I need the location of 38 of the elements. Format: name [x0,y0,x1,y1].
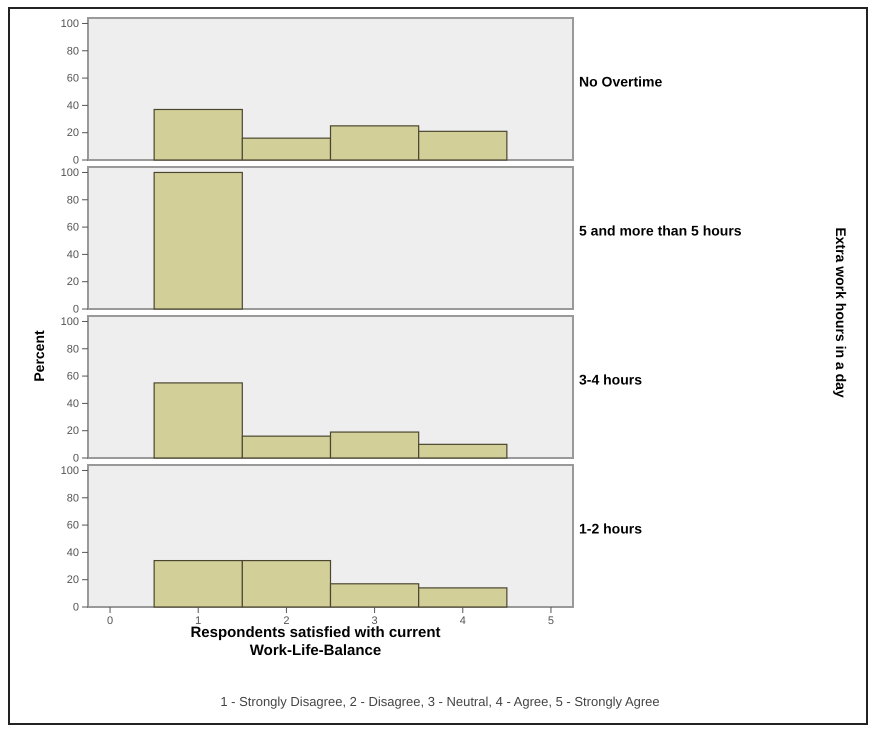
x-tick-label: 3 [372,614,378,627]
y-tick-label: 40 [66,100,79,112]
x-axis-title: Respondents satisfied with current Work-Life-Balance [190,624,441,659]
x-tick-label: 0 [106,614,114,627]
y-tick-label: 80 [66,45,79,58]
x-tick-label: 2 [283,614,290,627]
text: 3-4 hours [579,372,642,388]
y-tick-label: 20 [66,425,79,438]
y-axis-title: Percent [31,330,47,382]
y-tick-label: 60 [66,222,79,234]
y-tick-label: 0 [72,304,79,316]
y2-axis-title: Extra work hours in a day [833,227,849,398]
y-tick-label: 40 [66,398,79,410]
text: 1-2 hours [579,520,642,537]
y-tick-label: 100 [60,316,79,328]
x-tick-label: 1 [195,614,202,627]
y-tick-label: 0 [72,452,79,465]
text: 1 - Strongly Disagree, 2 - Disagree, 3 - Neutral, 4 - Agree, 5 - Strongly Agree [220,694,660,709]
y-tick-label: 0 [72,154,79,167]
x-tick-label: 5 [548,614,554,627]
y-tick-label: 100 [60,166,79,179]
y-tick-label: 0 [72,602,79,614]
y-tick-label: 80 [66,343,79,356]
y-tick-label: 60 [66,520,79,532]
y-tick-label: 20 [66,574,79,586]
y-tick-label: 20 [66,276,79,288]
text: No Overtime [579,74,662,90]
y-tick-label: 60 [66,370,79,383]
y-tick-label: 100 [60,464,79,477]
y-tick-label: 80 [66,194,79,206]
y-tick-label: 20 [66,127,79,140]
y-tick-label: 80 [66,492,79,504]
text: 5 and more than 5 hours [579,222,742,239]
y-tick-label: 40 [66,248,79,261]
y-tick-label: 60 [66,72,79,85]
y-tick-label: 40 [66,546,79,559]
x-tick-label: 4 [460,614,466,627]
y-tick-label: 100 [60,18,79,30]
